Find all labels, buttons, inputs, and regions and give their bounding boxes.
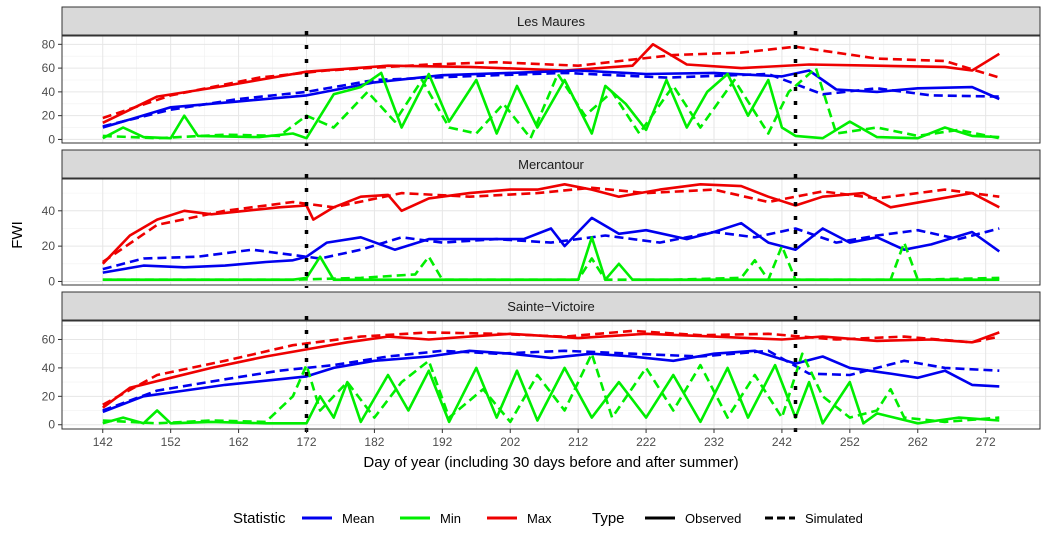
facet-title: Les Maures xyxy=(517,14,585,29)
y-axis-title: FWI xyxy=(9,221,26,249)
y-tick-label: 0 xyxy=(48,274,55,288)
x-tick-label: 192 xyxy=(432,435,452,449)
x-tick-label: 272 xyxy=(976,435,996,449)
x-tick-label: 222 xyxy=(636,435,656,449)
x-tick-label: 182 xyxy=(364,435,384,449)
y-tick-label: 20 xyxy=(42,389,56,403)
x-tick-label: 152 xyxy=(161,435,181,449)
series-max-observed xyxy=(102,43,1000,124)
series-max-observed xyxy=(102,331,1000,409)
y-tick-label: 40 xyxy=(42,361,56,375)
series-max-simulated xyxy=(102,186,1000,264)
y-tick-label: 20 xyxy=(42,109,56,123)
series-max-observed xyxy=(101,183,1000,265)
facet-title: Sainte−Victoire xyxy=(507,299,595,314)
series-max-simulated xyxy=(102,45,1000,120)
panel-border xyxy=(61,178,1041,286)
legend-title-statistic: Statistic xyxy=(233,510,286,527)
x-tick-label: 202 xyxy=(500,435,520,449)
facet-title: Mercantour xyxy=(518,157,584,172)
legend-title-type: Type xyxy=(592,510,625,527)
x-tick-label: 212 xyxy=(568,435,588,449)
x-tick-label: 242 xyxy=(772,435,792,449)
y-tick-label: 0 xyxy=(48,418,55,432)
series-mean-simulated xyxy=(102,227,1000,271)
x-tick-label: 162 xyxy=(229,435,249,449)
y-tick-label: 60 xyxy=(42,61,56,75)
series-min-simulated xyxy=(102,241,1000,281)
x-tick-label: 172 xyxy=(296,435,316,449)
facet-strip xyxy=(61,6,1041,36)
facet-strip xyxy=(61,149,1041,179)
legend-label-observed: Observed xyxy=(685,511,741,526)
y-tick-label: 40 xyxy=(42,85,56,99)
series-min-observed xyxy=(102,363,1000,425)
y-tick-label: 40 xyxy=(42,204,56,218)
x-axis-title: Day of year (including 30 days before an… xyxy=(363,454,738,471)
y-tick-label: 80 xyxy=(42,37,56,51)
x-tick-label: 252 xyxy=(840,435,860,449)
legend-label-max: Max xyxy=(527,511,552,526)
legend-label-simulated: Simulated xyxy=(805,511,863,526)
series-min-simulated xyxy=(102,66,1000,140)
legend-label-mean: Mean xyxy=(342,511,375,526)
series-mean-observed xyxy=(102,69,1000,129)
series-min-simulated xyxy=(102,352,1000,425)
y-tick-label: 0 xyxy=(48,132,55,146)
series-mean-simulated xyxy=(102,349,1000,412)
x-tick-label: 262 xyxy=(908,435,928,449)
panel-border xyxy=(61,35,1041,144)
series-mean-observed xyxy=(102,216,1001,274)
x-tick-label: 232 xyxy=(704,435,724,449)
series-mean-observed xyxy=(102,349,1000,414)
series-min-observed xyxy=(102,71,1000,140)
facet-strip xyxy=(61,291,1041,321)
y-tick-label: 60 xyxy=(42,332,56,346)
panel-background xyxy=(62,36,1040,143)
legend-label-min: Min xyxy=(440,511,461,526)
y-tick-label: 20 xyxy=(42,239,56,253)
panel-border xyxy=(61,320,1041,430)
panel-background xyxy=(62,179,1040,285)
series-mean-simulated xyxy=(102,71,1000,128)
x-tick-label: 142 xyxy=(93,435,113,449)
series-max-simulated xyxy=(102,329,1000,406)
